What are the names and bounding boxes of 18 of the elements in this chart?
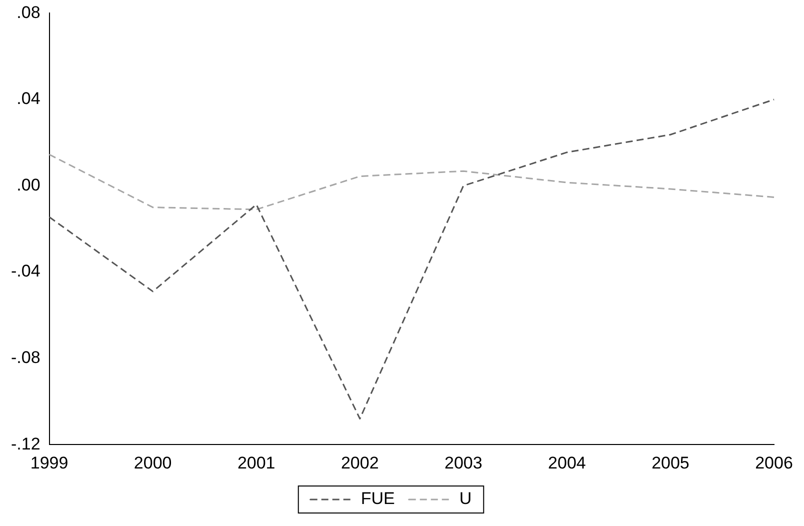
x-tick-label: 2006: [755, 453, 793, 472]
y-tick-label: -.12: [10, 434, 40, 454]
line-series: [48, 154, 775, 210]
y-tick-label: .00: [16, 175, 40, 194]
x-tick-label: 2002: [340, 453, 379, 472]
legend-label: FUE: [360, 489, 395, 508]
x-tick-label: 2004: [548, 453, 586, 472]
x-tick-label: 1999: [30, 453, 68, 472]
legend-label: U: [459, 489, 472, 508]
x-tick-label: 2003: [444, 453, 482, 472]
y-tick-label: .08: [16, 2, 40, 22]
y-tick-label: -.04: [10, 262, 40, 281]
x-tick-label: 2001: [237, 453, 276, 472]
x-tick-label: 2000: [134, 453, 172, 472]
line-series: [48, 98, 775, 420]
x-tick-label: 2005: [652, 453, 690, 472]
y-tick-label: -.08: [10, 348, 40, 368]
y-tick-label: .04: [16, 89, 40, 108]
